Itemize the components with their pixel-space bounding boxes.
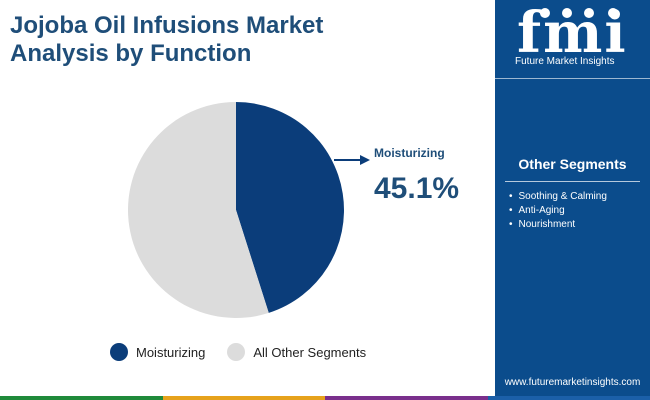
- segment-item: Anti-Aging: [509, 204, 607, 218]
- title-line-1: Jojoba Oil Infusions Market: [10, 12, 324, 39]
- legend-item-moisturizing: Moisturizing: [110, 343, 205, 361]
- legend: Moisturizing All Other Segments: [110, 343, 388, 361]
- legend-item-other: All Other Segments: [227, 343, 366, 361]
- brand-name: Future Market Insights: [515, 56, 615, 67]
- footer-strip-segment: [162, 396, 325, 400]
- fmi-logo-icon: fmi: [517, 4, 626, 56]
- legend-swatch-moisturizing: [110, 343, 128, 361]
- pie-chart: [128, 102, 370, 318]
- segments-divider: [505, 181, 640, 182]
- footer-strip-segment: [487, 396, 650, 400]
- highlight-label: Moisturizing: [374, 146, 445, 160]
- footer-strip-segment: [325, 396, 488, 400]
- other-segments-list: Soothing & Calming Anti-Aging Nourishmen…: [509, 190, 607, 232]
- title-line-2: Analysis by Function: [10, 40, 252, 67]
- segment-item: Nourishment: [509, 218, 607, 232]
- website-link[interactable]: www.futuremarketinsights.com: [504, 377, 641, 388]
- footer-color-strip: [0, 396, 650, 400]
- brand-logo[interactable]: fmi Future Market Insights: [495, 0, 650, 79]
- pie-slice-all-other-segments: [128, 102, 269, 318]
- highlight-value: 45.1%: [374, 172, 460, 205]
- pie-slice-moisturizing: [236, 102, 345, 313]
- pie-slices: [128, 102, 345, 318]
- legend-label-moisturizing: Moisturizing: [136, 344, 206, 360]
- callout-arrow: [334, 155, 370, 165]
- legend-swatch-other: [227, 343, 246, 361]
- footer-strip-segment: [0, 396, 163, 400]
- legend-label-other: All Other Segments: [253, 344, 367, 360]
- page-title: Jojoba Oil Infusions Market Analysis by …: [10, 12, 480, 68]
- other-segments-heading: Other Segments: [518, 156, 627, 172]
- segment-item: Soothing & Calming: [509, 190, 607, 204]
- side-panel: fmi Future Market Insights Other Segment…: [495, 0, 650, 400]
